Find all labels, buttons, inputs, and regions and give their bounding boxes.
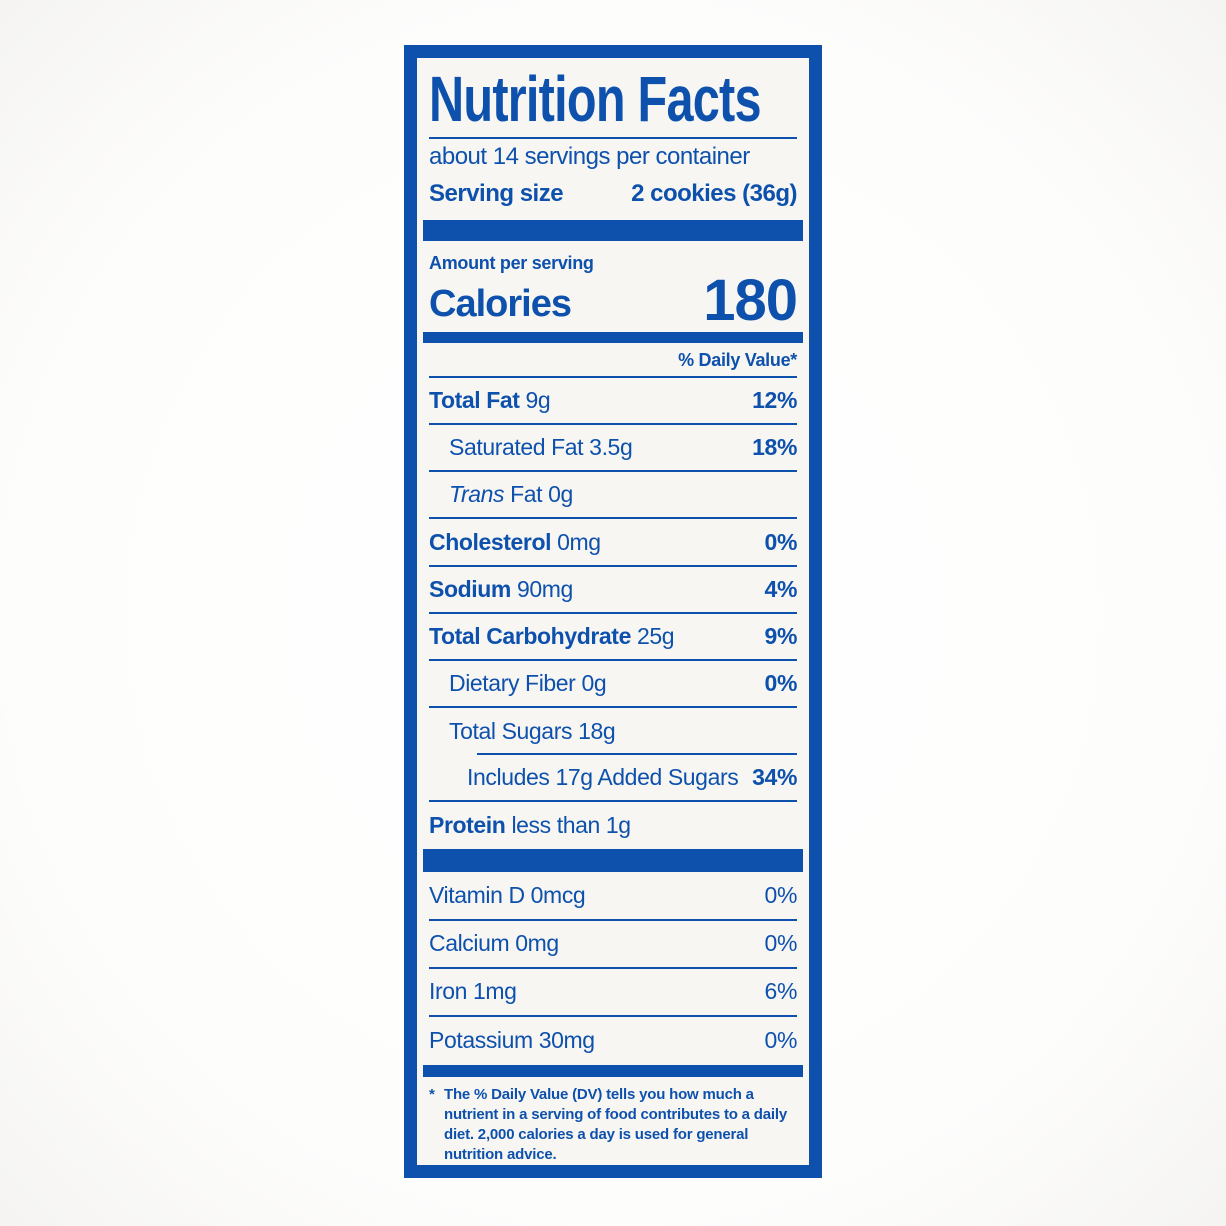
nutrient-name-text: Dietary Fiber — [449, 670, 576, 696]
label-title: Nutrition Facts — [429, 63, 762, 135]
daily-value-header: % Daily Value* — [429, 346, 797, 378]
vitamin-row-vitamin-d: Vitamin D 0mcg 0% — [429, 872, 798, 921]
nutrient-name: Trans Fat 0g — [449, 481, 573, 508]
nutrient-row-added-sugars: Includes 17g Added Sugars 34% — [429, 755, 797, 803]
nutrient-name-text: Fat — [510, 481, 543, 508]
nutrient-amount: 9g — [525, 387, 551, 414]
nutrient-name-text: Total Fat — [429, 387, 520, 414]
nutrition-facts-label: Nutrition Facts about 14 servings per co… — [404, 45, 822, 1178]
footnote-divider-bar — [423, 1065, 803, 1078]
nutrient-name: Cholesterol 0mg — [429, 529, 601, 556]
nutrient-row-total-carbohydrate: Total Carbohydrate 25g 9% — [429, 614, 797, 661]
footnote-asterisk: * — [429, 1086, 435, 1104]
nutrient-amount: 18g — [578, 718, 616, 745]
vitamin-dv: 0% — [764, 1027, 798, 1054]
nutrient-row-saturated-fat: Saturated Fat 3.5g 18% — [429, 425, 797, 473]
nutrient-row-protein: Protein less than 1g — [429, 802, 797, 849]
vitamin-name: Potassium 30mg — [429, 1027, 595, 1054]
nutrient-amount: 0mg — [557, 528, 601, 555]
nutrient-amount: 0g — [581, 670, 607, 696]
amount-per-serving-label: Amount per serving — [429, 252, 594, 273]
vitamin-dv: 0% — [764, 930, 798, 957]
nutrient-dv: 18% — [752, 434, 797, 461]
nutrient-name: Total Carbohydrate 25g — [429, 622, 675, 650]
footnote-text: The % Daily Value (DV) tells you how muc… — [444, 1086, 787, 1164]
servings-per-container: about 14 servings per container — [429, 142, 750, 170]
nutrient-name-text: Sodium — [429, 575, 511, 602]
nutrient-name-text: Saturated Fat — [449, 434, 584, 461]
nutrient-dv: 34% — [752, 764, 797, 791]
nutrient-name: Protein less than 1g — [429, 812, 631, 839]
vitamin-name: Vitamin D 0mcg — [429, 882, 586, 909]
label-content: Nutrition Facts about 14 servings per co… — [417, 58, 809, 1165]
nutrient-name-text: Includes 17g Added Sugars — [467, 764, 739, 791]
vitamin-name: Iron 1mg — [429, 978, 517, 1005]
nutrient-row-sodium: Sodium 90mg 4% — [429, 567, 797, 614]
nutrient-name: Saturated Fat 3.5g — [449, 434, 633, 461]
nutrient-name: Includes 17g Added Sugars — [467, 764, 739, 791]
nutrient-dv: 0% — [764, 670, 798, 696]
nutrient-name-text: Protein — [429, 812, 506, 839]
calories-divider-bar — [423, 331, 803, 343]
nutrient-name-italic: Trans — [449, 481, 505, 508]
calories-label: Calories — [429, 282, 572, 325]
serving-size-value: 2 cookies (36g) — [631, 179, 797, 207]
vitamin-row-iron: Iron 1mg 6% — [429, 969, 797, 1017]
vitamin-row-potassium: Potassium 30mg 0% — [429, 1017, 797, 1065]
nutrient-row-total-sugars: Total Sugars 18g — [429, 708, 797, 756]
nutrient-name-text: Cholesterol — [429, 528, 552, 555]
vitamins-divider-bar — [423, 849, 803, 873]
vitamin-dv: 0% — [764, 882, 798, 909]
nutrient-name-text: Total Sugars — [449, 718, 573, 745]
serving-size-row: Serving size 2 cookies (36g) — [429, 175, 797, 213]
nutrient-name: Total Fat 9g — [429, 387, 551, 414]
nutrient-amount: 90mg — [516, 575, 573, 602]
vitamin-name: Calcium 0mg — [429, 930, 559, 957]
nutrient-amount: 0g — [548, 481, 573, 508]
serving-size-label: Serving size — [429, 179, 564, 207]
calories-value: 180 — [703, 267, 798, 333]
serving-divider-bar — [423, 219, 803, 241]
nutrient-amount: less than 1g — [511, 812, 631, 839]
nutrient-amount: 25g — [636, 622, 675, 649]
nutrient-row-total-fat: Total Fat 9g 12% — [429, 378, 797, 426]
nutrient-dv: 0% — [764, 528, 798, 555]
nutrient-name: Dietary Fiber 0g — [449, 670, 607, 697]
nutrient-dv: 9% — [764, 622, 798, 649]
calories-row: Calories 180 — [429, 267, 798, 333]
vitamin-dv: 6% — [764, 978, 798, 1005]
nutrient-row-trans-fat: Trans Fat 0g — [429, 472, 797, 520]
nutrient-name: Sodium 90mg — [429, 576, 573, 603]
nutrient-row-dietary-fiber: Dietary Fiber 0g 0% — [429, 661, 798, 709]
nutrient-dv: 12% — [752, 387, 797, 414]
nutrient-name-text: Total Carbohydrate — [429, 622, 631, 649]
nutrient-amount: 3.5g — [589, 434, 633, 461]
vitamin-row-calcium: Calcium 0mg 0% — [429, 921, 797, 969]
title-divider — [429, 137, 797, 139]
nutrient-dv: 4% — [764, 575, 798, 602]
nutrient-name: Total Sugars 18g — [449, 718, 616, 745]
footnote: * The % Daily Value (DV) tells you how m… — [429, 1085, 797, 1165]
nutrient-row-cholesterol: Cholesterol 0mg 0% — [429, 519, 798, 567]
